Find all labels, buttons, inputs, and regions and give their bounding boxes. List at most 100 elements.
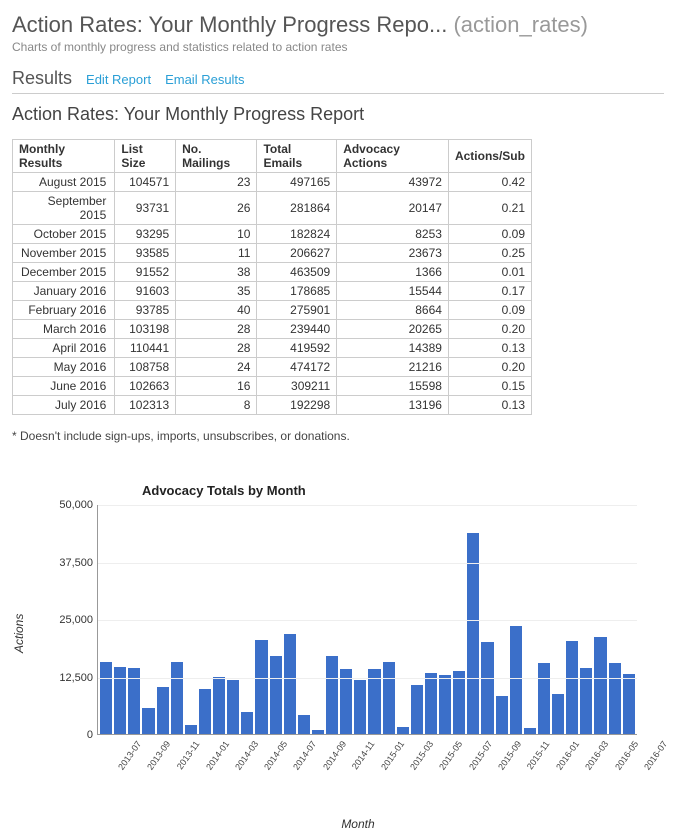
table-cell: 14389 [337,339,449,358]
table-cell: 102313 [115,396,176,415]
table-cell: 26 [176,192,257,225]
table-cell: 497165 [257,173,337,192]
table-header: Advocacy Actions [337,140,449,173]
chart-bar [609,663,621,734]
table-header: Monthly Results [13,140,115,173]
table-cell: December 2015 [13,263,115,282]
table-cell: 28 [176,320,257,339]
table-cell: 0.20 [448,320,531,339]
chart-bar [199,689,211,734]
table-cell: 0.13 [448,396,531,415]
table-cell: 28 [176,339,257,358]
table-cell: 8253 [337,225,449,244]
chart-bar [227,680,239,734]
table-row: October 2015932951018282482530.09 [13,225,532,244]
monthly-results-table: Monthly ResultsList SizeNo. MailingsTota… [12,139,532,415]
chart-bar [284,634,296,734]
chart-ytick: 25,000 [43,614,93,626]
chart-bar [185,725,197,734]
chart-bar [397,727,409,734]
table-cell: 0.25 [448,244,531,263]
chart-bar [623,674,635,734]
chart-plot-area: 012,50025,00037,50050,000 [97,505,637,735]
table-cell: July 2016 [13,396,115,415]
table-cell: 0.09 [448,225,531,244]
footnote: * Doesn't include sign-ups, imports, uns… [12,429,664,443]
chart-bar [481,642,493,734]
table-cell: 11 [176,244,257,263]
table-row: April 201611044128419592143890.13 [13,339,532,358]
table-cell: 102663 [115,377,176,396]
results-heading: Results [12,68,72,89]
table-cell: 206627 [257,244,337,263]
results-bar: Results Edit Report Email Results [12,68,664,94]
chart-bar [270,656,282,734]
chart-bar [298,715,310,734]
table-cell: 0.15 [448,377,531,396]
table-cell: 110441 [115,339,176,358]
table-cell: 93731 [115,192,176,225]
chart-bar [368,669,380,734]
chart-ytick: 50,000 [43,499,93,511]
table-cell: 178685 [257,282,337,301]
table-cell: 0.20 [448,358,531,377]
table-cell: 0.01 [448,263,531,282]
table-header: List Size [115,140,176,173]
table-cell: 0.09 [448,301,531,320]
chart-bar [411,685,423,734]
edit-report-link[interactable]: Edit Report [86,72,151,87]
table-cell: 43972 [337,173,449,192]
chart-bar [312,730,324,734]
chart-ytick: 12,500 [43,672,93,684]
report-title: Action Rates: Your Monthly Progress Repo… [12,104,664,125]
email-results-link[interactable]: Email Results [165,72,244,87]
chart-y-label: Actions [12,614,26,653]
table-cell: 16 [176,377,257,396]
table-cell: 103198 [115,320,176,339]
table-row: May 201610875824474172212160.20 [13,358,532,377]
table-cell: 108758 [115,358,176,377]
chart-ytick: 0 [43,729,93,741]
chart-bar [100,662,112,734]
page-title-slug: (action_rates) [453,12,588,37]
table-cell: 275901 [257,301,337,320]
table-cell: 192298 [257,396,337,415]
chart-bar [171,662,183,734]
table-cell: 93295 [115,225,176,244]
table-cell: 23673 [337,244,449,263]
table-cell: 15544 [337,282,449,301]
table-cell: 20265 [337,320,449,339]
table-cell: 104571 [115,173,176,192]
table-cell: 474172 [257,358,337,377]
table-cell: 0.42 [448,173,531,192]
table-cell: 182824 [257,225,337,244]
table-cell: 463509 [257,263,337,282]
chart-bar [510,626,522,734]
chart-bar [439,675,451,734]
table-cell: 93785 [115,301,176,320]
chart-bar [383,662,395,734]
table-cell: 8664 [337,301,449,320]
table-cell: 1366 [337,263,449,282]
table-cell: 281864 [257,192,337,225]
table-row: January 20169160335178685155440.17 [13,282,532,301]
chart-bar [241,712,253,734]
table-cell: 239440 [257,320,337,339]
table-row: March 201610319828239440202650.20 [13,320,532,339]
table-header: No. Mailings [176,140,257,173]
chart-bar [552,694,564,734]
table-cell: 23 [176,173,257,192]
table-cell: 10 [176,225,257,244]
chart-bar [453,671,465,734]
table-cell: April 2016 [13,339,115,358]
table-cell: 20147 [337,192,449,225]
table-cell: 15598 [337,377,449,396]
table-cell: 0.17 [448,282,531,301]
table-cell: 40 [176,301,257,320]
chart-bar [142,708,154,734]
chart-bar [326,656,338,734]
chart-bar [566,641,578,734]
table-cell: 24 [176,358,257,377]
table-cell: October 2015 [13,225,115,244]
table-row: November 20159358511206627236730.25 [13,244,532,263]
